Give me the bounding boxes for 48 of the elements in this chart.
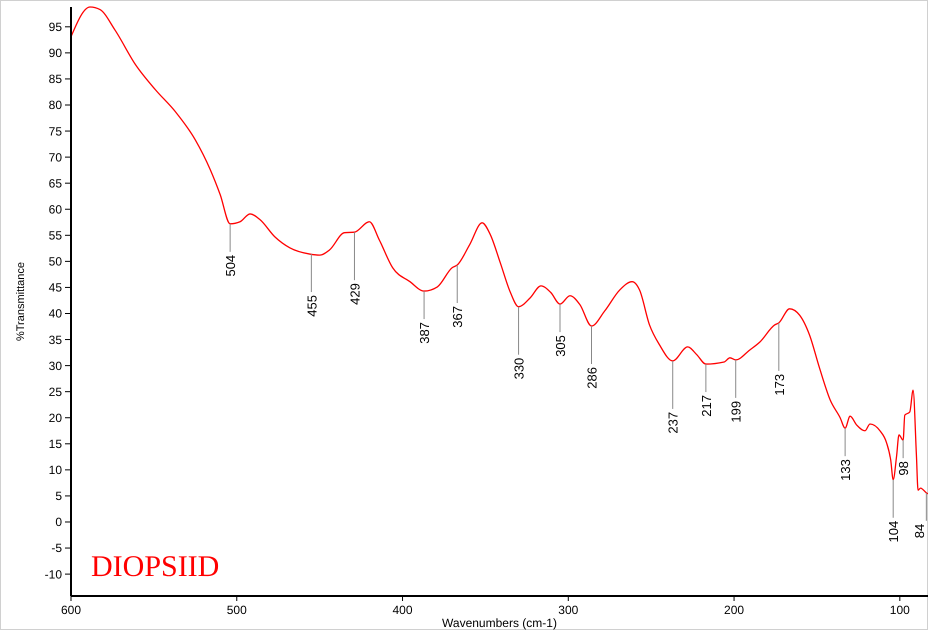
y-tick-label: 35 — [48, 332, 62, 347]
annotation: 217 — [698, 395, 714, 417]
y-tick-label: 20 — [48, 410, 62, 425]
x-tick-label: 400 — [392, 603, 413, 617]
annotation: 429 — [347, 283, 362, 305]
annotation: 173 — [772, 374, 787, 396]
annotation: 367 — [450, 306, 466, 328]
annotation: 455 — [304, 295, 320, 317]
y-tick-label: 40 — [48, 306, 62, 321]
annotation: 98 — [896, 461, 912, 476]
x-tick-label: 100 — [890, 603, 910, 617]
x-tick-label: 300 — [558, 603, 579, 617]
annotation: 237 — [666, 412, 681, 434]
annotation: 305 — [553, 335, 568, 357]
x-tick-label: 200 — [724, 603, 744, 617]
y-tick-label: 10 — [48, 463, 62, 478]
annotation: 286 — [584, 367, 600, 389]
y-tick-label: 50 — [48, 254, 62, 269]
annotation: DIOPSIID — [91, 550, 220, 583]
y-tick-label: 5 — [55, 489, 62, 504]
y-tick-label: 65 — [48, 176, 62, 190]
x-tick-label: 500 — [226, 603, 248, 617]
y-tick-label: 25 — [48, 384, 62, 399]
y-tick-label: 55 — [48, 228, 62, 243]
annotation: 330 — [512, 358, 527, 380]
y-tick-label: 0 — [55, 515, 62, 530]
annotation: 104 — [886, 520, 902, 542]
y-tick-label: 15 — [48, 437, 62, 451]
y-tick-label: -10 — [44, 567, 62, 582]
annotation: 84 — [912, 524, 927, 538]
y-axis-title: %Transmittance — [15, 262, 27, 342]
y-tick-label: -5 — [51, 541, 62, 556]
annotation: 387 — [417, 322, 432, 344]
annotation: 504 — [223, 254, 238, 277]
y-tick-label: 85 — [48, 72, 62, 86]
y-tick-label: 80 — [48, 98, 62, 112]
y-tick-label: 90 — [48, 46, 62, 60]
y-tick-label: 45 — [48, 280, 62, 295]
y-tick-label: 70 — [48, 150, 62, 164]
y-tick-label: 75 — [48, 124, 62, 138]
y-tick-label: 95 — [48, 20, 62, 34]
x-axis-title: Wavenumbers (cm-1) — [442, 616, 557, 630]
line-series — [70, 6, 928, 494]
y-tick-label: 30 — [48, 358, 62, 373]
annotation: 199 — [728, 400, 744, 423]
y-tick-label: 60 — [48, 202, 62, 216]
annotation: 133 — [838, 459, 854, 481]
x-tick-label: 600 — [60, 603, 82, 617]
